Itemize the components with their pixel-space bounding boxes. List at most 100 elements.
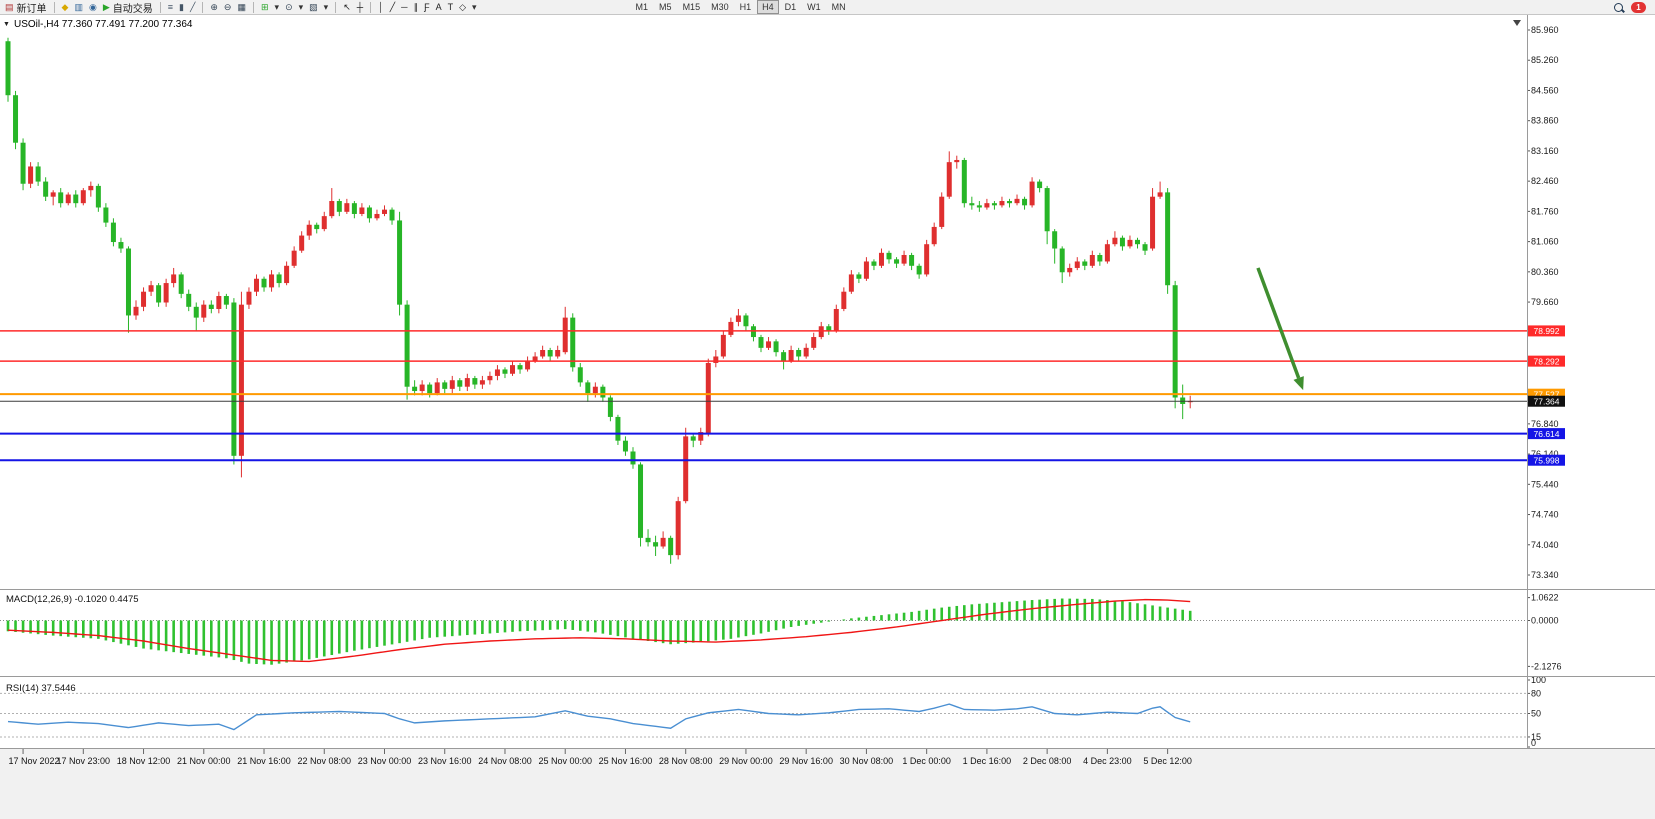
candle-body — [540, 350, 546, 357]
rsi-panel: RSI(14) 37.5446 — [0, 683, 1527, 738]
candle-body — [976, 205, 982, 208]
chart-bars-icon[interactable]: ≡ — [166, 1, 175, 14]
candle-body — [178, 274, 184, 294]
search-icon[interactable] — [1614, 2, 1623, 12]
candle-body — [999, 201, 1005, 206]
candle-body — [758, 337, 764, 348]
new-order-button[interactable]: ▤ 新订单 — [3, 1, 49, 15]
time-axis-label: 25 Nov 16:00 — [599, 756, 653, 766]
fibonacci-icon: Ƒ — [424, 1, 430, 12]
timeframe-mn-button[interactable]: MN — [831, 2, 846, 12]
annotation-arrow[interactable] — [1256, 267, 1301, 379]
toolbar-separator — [335, 1, 337, 13]
templates-dropdown-icon: ▾ — [323, 1, 329, 12]
candle-body — [924, 244, 930, 275]
candle-body — [1089, 254, 1095, 266]
timeframe-m15-button[interactable]: M15 — [682, 2, 701, 12]
horizontal-line-icon: ─ — [401, 1, 408, 12]
templates-icon[interactable]: ▧ — [307, 1, 320, 14]
candle-body — [600, 386, 606, 398]
toolbar-right-group: 1 — [1614, 1, 1652, 13]
toolbar-separator — [159, 1, 161, 13]
candle-body — [253, 278, 259, 292]
notifications-badge[interactable]: 1 — [1631, 1, 1646, 13]
candle-body — [389, 209, 395, 221]
trendline-icon[interactable]: ╱ — [388, 1, 397, 14]
candle-body — [577, 367, 583, 383]
chart-collapse-icon[interactable]: ▼ — [3, 21, 10, 28]
alerts-icon[interactable]: ◆ — [60, 1, 71, 14]
annotation-arrow-head[interactable] — [1293, 376, 1304, 391]
price-axis-label: 73.340 — [1531, 570, 1559, 580]
candle-body — [954, 159, 960, 163]
indicators-add-icon[interactable]: ⊞ — [259, 1, 271, 14]
templates-dropdown-icon[interactable]: ▾ — [322, 1, 331, 14]
candle-body — [1074, 261, 1080, 268]
time-axis-label: 22 Nov 08:00 — [297, 756, 351, 766]
label-icon[interactable]: T — [446, 1, 456, 14]
horizontal-line-icon[interactable]: ─ — [399, 1, 409, 14]
rsi-label: RSI(14) 37.5446 — [6, 683, 76, 694]
candle-body — [472, 378, 478, 385]
cursor-icon[interactable]: ↖ — [341, 1, 353, 14]
candle-body — [1157, 192, 1163, 197]
alerts-icon: ◆ — [61, 1, 69, 12]
channel-icon[interactable]: ∥ — [412, 1, 421, 14]
chart-line-icon[interactable]: ╱ — [188, 1, 197, 14]
rsi-axis-label: 15 — [1531, 732, 1541, 742]
vertical-line-icon[interactable]: │ — [376, 1, 386, 14]
tile-windows-icon[interactable]: ▦ — [235, 1, 248, 14]
candle-body — [269, 274, 275, 288]
candle-body — [449, 380, 455, 389]
text-icon[interactable]: A — [434, 1, 444, 14]
auto-trading-button[interactable]: ▶ 自动交易 — [101, 1, 155, 15]
chart-shift-marker[interactable] — [1513, 20, 1521, 26]
candle-body — [931, 226, 937, 245]
fibonacci-icon[interactable]: Ƒ — [422, 1, 432, 14]
timeframe-m30-button[interactable]: M30 — [711, 2, 729, 12]
zoom-out-icon[interactable]: ⊖ — [222, 1, 234, 14]
price-badge — [1528, 395, 1565, 407]
shapes-dropdown-icon[interactable]: ▾ — [470, 1, 479, 14]
price-badge-label: 77.364 — [1534, 396, 1560, 406]
candle-body — [653, 542, 659, 547]
candle-body — [766, 341, 772, 348]
candle-body — [28, 166, 34, 184]
price-axis-label: 74.040 — [1531, 540, 1559, 550]
candle-body — [570, 317, 576, 368]
candle-body — [103, 207, 109, 223]
candle-body — [555, 350, 561, 357]
periods-icon[interactable]: ⊙ — [283, 1, 295, 14]
zoom-in-icon[interactable]: ⊕ — [208, 1, 220, 14]
candle-body — [284, 265, 290, 284]
chart-candles-icon[interactable]: ▮ — [177, 1, 186, 14]
navigator-icon[interactable]: ◉ — [87, 1, 99, 14]
time-axis-label: 18 Nov 12:00 — [117, 756, 171, 766]
candle-body — [73, 194, 79, 204]
indicators-dropdown-icon[interactable]: ▾ — [273, 1, 282, 14]
candle-body — [585, 382, 591, 394]
price-axis-label: 81.760 — [1531, 206, 1559, 216]
market-watch-icon[interactable]: ▥ — [72, 1, 85, 14]
time-axis-label: 5 Dec 12:00 — [1143, 756, 1192, 766]
candle-body — [1097, 254, 1103, 262]
time-axis-label: 1 Dec 00:00 — [902, 756, 951, 766]
candle-body — [638, 464, 644, 538]
timeframe-d1-button[interactable]: D1 — [784, 2, 797, 12]
candle-body — [216, 296, 222, 309]
timeframe-h1-button[interactable]: H1 — [739, 2, 752, 12]
candle-body — [1135, 239, 1140, 245]
shapes-icon[interactable]: ◇ — [457, 1, 468, 14]
cursor-icon: ↖ — [343, 1, 351, 12]
timeframe-m1-button[interactable]: M1 — [635, 2, 649, 12]
macd-axis-label: -2.1276 — [1531, 661, 1562, 671]
periods-dropdown-icon[interactable]: ▾ — [297, 1, 306, 14]
price-axis-label: 80.360 — [1531, 267, 1559, 277]
timeframe-w1-button[interactable]: W1 — [807, 2, 821, 12]
candle-body — [916, 265, 922, 275]
candle-body — [991, 203, 997, 206]
crosshair-icon[interactable]: ┼ — [355, 1, 365, 14]
timeframe-h4-button[interactable]: H4 — [757, 0, 779, 14]
timeframe-m5-button[interactable]: M5 — [659, 2, 672, 12]
